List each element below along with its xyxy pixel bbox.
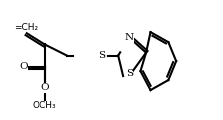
Text: S: S <box>126 69 133 78</box>
Text: O: O <box>19 62 28 71</box>
Text: N: N <box>125 33 134 42</box>
Text: S: S <box>98 51 105 60</box>
Text: O: O <box>40 83 49 92</box>
Text: OCH₃: OCH₃ <box>33 101 56 110</box>
Text: =CH₂: =CH₂ <box>14 23 38 32</box>
